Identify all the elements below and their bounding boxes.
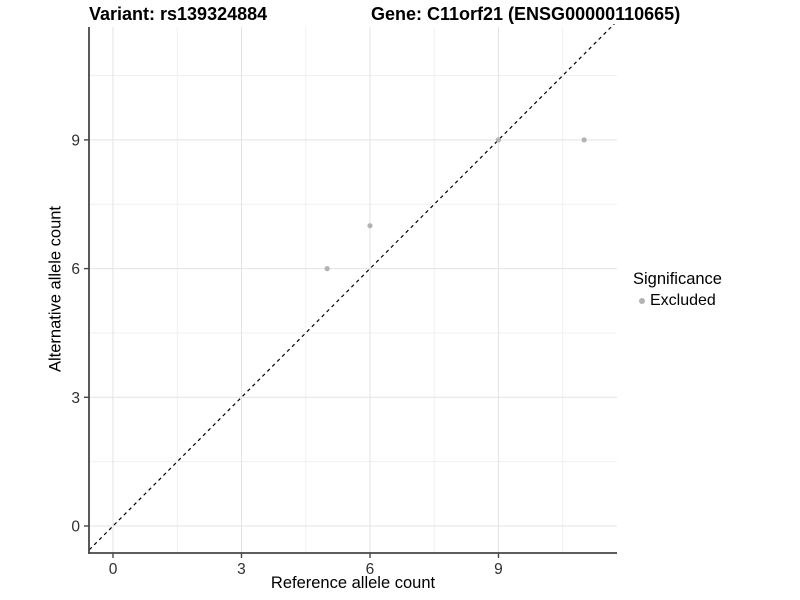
x-tick-label: 6 xyxy=(366,561,375,578)
x-tick-label: 3 xyxy=(237,561,246,578)
legend: Significance Excluded xyxy=(633,270,722,310)
legend-point-icon xyxy=(639,298,645,304)
legend-item-label: Excluded xyxy=(650,292,716,309)
data-point xyxy=(367,223,373,229)
x-axis-title: Reference allele count xyxy=(270,574,436,592)
plot-title-variant: Variant: rs139324884 xyxy=(89,4,268,24)
data-point xyxy=(495,137,502,143)
y-tick-label: 0 xyxy=(71,519,80,536)
legend-item-excluded: Excluded xyxy=(639,292,722,310)
y-tick-label: 9 xyxy=(71,132,80,149)
legend-title: Significance xyxy=(633,270,722,288)
x-tick-label: 0 xyxy=(109,561,118,578)
identity-reference-line xyxy=(89,24,616,551)
y-axis-title: Alternative allele count xyxy=(46,205,65,373)
x-tick-label: 9 xyxy=(494,561,503,578)
data-point xyxy=(324,266,330,272)
y-tick-label: 6 xyxy=(71,261,80,278)
y-tick-label: 3 xyxy=(71,390,80,407)
plot-title-gene: Gene: C11orf21 (ENSG00000110665) xyxy=(371,4,681,24)
data-point xyxy=(581,137,587,143)
